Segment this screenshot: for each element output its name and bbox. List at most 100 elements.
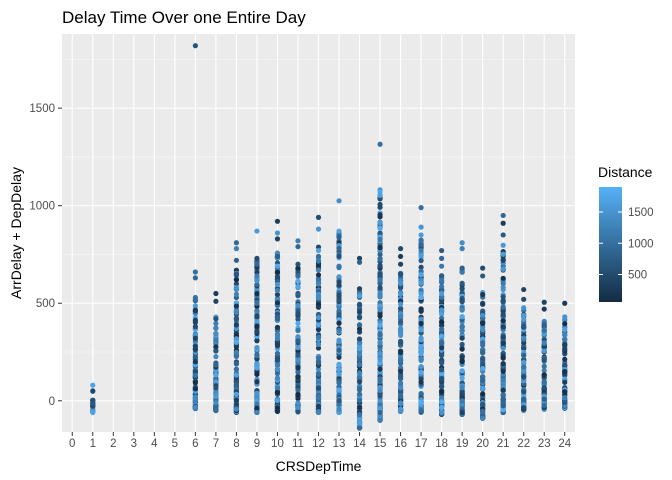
data-point bbox=[233, 322, 240, 328]
data-point bbox=[274, 366, 281, 373]
data-point bbox=[377, 263, 383, 269]
data-point bbox=[336, 282, 342, 288]
data-point bbox=[356, 375, 363, 381]
data-point bbox=[459, 269, 465, 275]
data-point bbox=[356, 314, 363, 320]
data-point bbox=[377, 340, 383, 346]
data-point bbox=[397, 253, 404, 260]
data-point bbox=[397, 350, 404, 356]
data-point bbox=[274, 263, 281, 269]
data-point bbox=[418, 369, 424, 375]
data-point bbox=[356, 286, 363, 292]
data-point bbox=[521, 389, 527, 395]
data-point bbox=[356, 322, 363, 328]
data-point bbox=[233, 257, 240, 263]
x-tick-label: 4 bbox=[151, 438, 158, 450]
data-point bbox=[274, 341, 281, 347]
data-point bbox=[356, 336, 363, 342]
data-point bbox=[562, 362, 568, 368]
data-point bbox=[377, 204, 383, 210]
data-point bbox=[233, 303, 240, 309]
data-point bbox=[377, 402, 383, 408]
data-point bbox=[274, 253, 281, 260]
data-point bbox=[254, 402, 260, 408]
data-point bbox=[274, 357, 281, 363]
data-point bbox=[254, 278, 260, 284]
data-point bbox=[336, 311, 342, 317]
data-point bbox=[521, 405, 527, 411]
data-point bbox=[439, 294, 445, 300]
data-point bbox=[439, 345, 445, 351]
data-point bbox=[315, 281, 322, 287]
data-point bbox=[418, 351, 424, 357]
data-point bbox=[315, 247, 322, 254]
data-point bbox=[356, 418, 363, 425]
data-point bbox=[439, 367, 445, 373]
data-point bbox=[377, 313, 383, 319]
data-point bbox=[521, 396, 527, 403]
data-point bbox=[233, 281, 240, 287]
data-point bbox=[377, 291, 383, 297]
data-point bbox=[439, 376, 445, 382]
data-point bbox=[418, 242, 424, 248]
data-point bbox=[541, 363, 547, 369]
data-point bbox=[562, 341, 568, 347]
data-point bbox=[356, 412, 363, 418]
data-point bbox=[377, 245, 383, 251]
data-point bbox=[500, 232, 506, 238]
data-point bbox=[562, 368, 568, 375]
y-axis: 0 500 1000 1500 bbox=[29, 103, 62, 408]
data-point bbox=[295, 387, 301, 393]
data-point bbox=[500, 220, 506, 226]
data-point bbox=[500, 334, 506, 340]
data-point bbox=[500, 355, 506, 361]
data-point bbox=[418, 379, 424, 385]
data-point bbox=[377, 417, 383, 423]
data-point bbox=[377, 331, 383, 337]
data-point bbox=[295, 404, 301, 411]
data-point bbox=[315, 394, 322, 400]
data-point bbox=[295, 316, 301, 322]
x-tick-label: 15 bbox=[374, 438, 387, 450]
data-point bbox=[274, 362, 281, 369]
data-point bbox=[254, 344, 260, 351]
data-point bbox=[213, 320, 219, 327]
data-point bbox=[541, 372, 547, 378]
data-point bbox=[213, 344, 219, 350]
data-point bbox=[315, 371, 322, 377]
data-point bbox=[418, 408, 424, 414]
data-point bbox=[274, 300, 281, 306]
data-point bbox=[213, 392, 219, 398]
data-point bbox=[418, 247, 424, 254]
data-point bbox=[336, 297, 342, 303]
data-point bbox=[439, 263, 445, 269]
legend-tick-label: 500 bbox=[628, 270, 647, 282]
x-tick-label: 20 bbox=[476, 438, 489, 450]
data-point bbox=[459, 307, 465, 313]
data-point bbox=[233, 246, 240, 252]
data-point bbox=[274, 314, 281, 320]
data-point bbox=[192, 386, 198, 392]
data-point bbox=[315, 403, 322, 409]
data-point bbox=[500, 284, 506, 290]
data-point bbox=[418, 364, 424, 370]
data-point bbox=[377, 393, 383, 399]
data-point bbox=[459, 324, 465, 330]
data-point bbox=[418, 224, 424, 230]
data-point bbox=[500, 403, 506, 409]
data-point bbox=[274, 296, 281, 302]
data-point bbox=[336, 320, 342, 326]
data-point bbox=[459, 240, 465, 246]
data-point bbox=[500, 294, 506, 300]
data-point bbox=[254, 361, 260, 367]
data-point bbox=[336, 339, 342, 345]
data-point bbox=[439, 311, 445, 317]
data-point bbox=[192, 269, 198, 275]
data-point bbox=[541, 327, 547, 334]
data-point bbox=[541, 322, 547, 328]
data-point bbox=[356, 346, 363, 352]
data-point bbox=[315, 341, 322, 347]
data-point bbox=[315, 277, 322, 283]
x-tick-label: 11 bbox=[292, 438, 304, 450]
